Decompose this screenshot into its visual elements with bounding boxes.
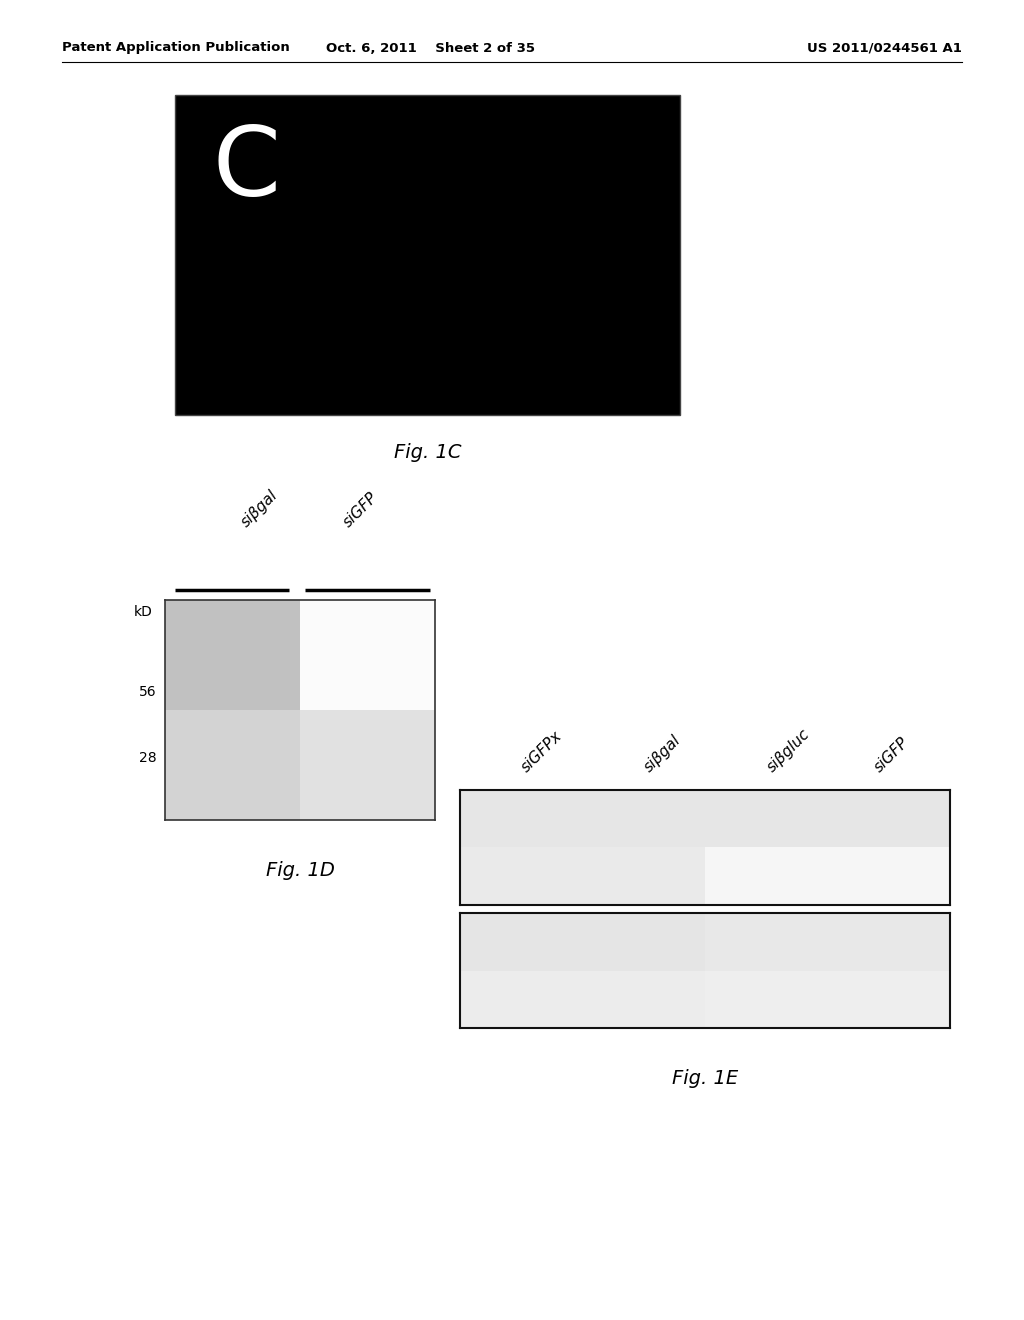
Text: kD: kD [134,605,153,619]
Text: siβgluc: siβgluc [764,726,812,775]
Text: 56: 56 [139,685,157,700]
Text: 28: 28 [139,751,157,766]
Text: Patent Application Publication: Patent Application Publication [62,41,290,54]
Text: US 2011/0244561 A1: US 2011/0244561 A1 [807,41,962,54]
Text: siGFPx: siGFPx [519,729,565,775]
Text: Oct. 6, 2011    Sheet 2 of 35: Oct. 6, 2011 Sheet 2 of 35 [326,41,535,54]
Text: Fig. 1D: Fig. 1D [265,861,335,879]
Text: Fig. 1E: Fig. 1E [672,1068,738,1088]
Bar [175,95,680,414]
Text: siGFP: siGFP [341,490,381,531]
Text: C: C [213,123,281,216]
Text: siβgal: siβgal [238,487,281,531]
Text: siGFP: siGFP [871,735,912,775]
Text: Fig. 1C: Fig. 1C [394,444,461,462]
Text: siβgal: siβgal [641,733,684,775]
